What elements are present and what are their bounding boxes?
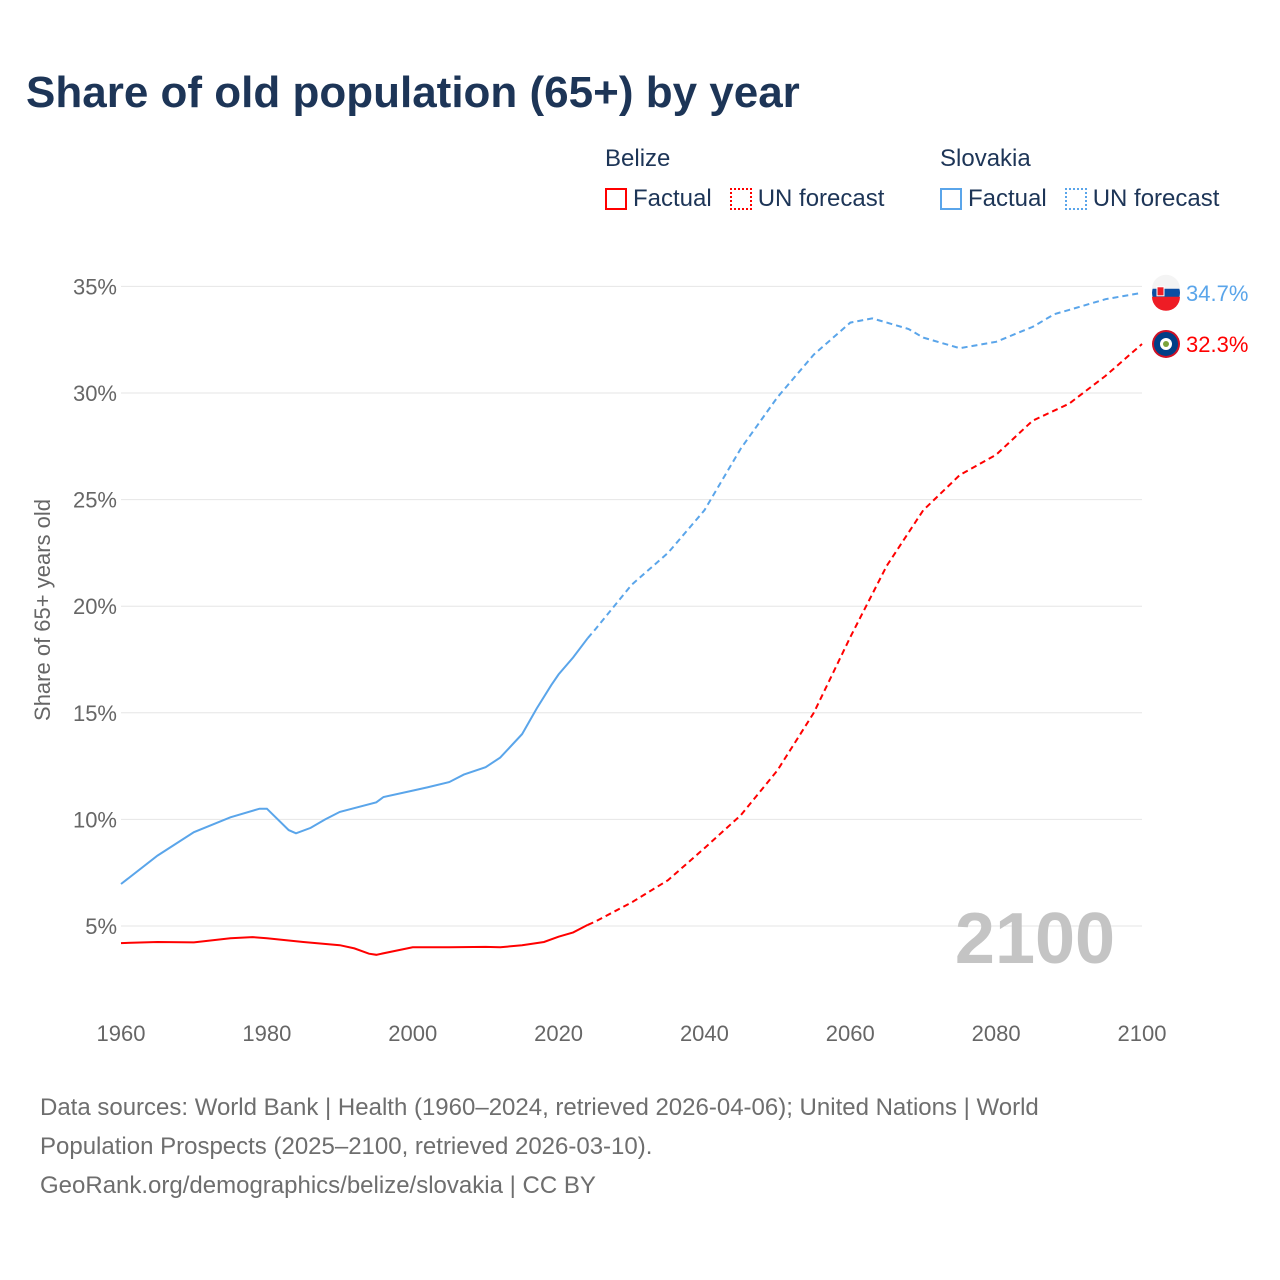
footer-sources-line1: Data sources: World Bank | Health (1960–…	[40, 1094, 1039, 1121]
flag-shield	[1156, 286, 1165, 297]
x-tick-label: 2080	[972, 1021, 1021, 1046]
legend-item-belize-factual[interactable]: Factual	[605, 185, 712, 213]
legend-country-name: Slovakia	[940, 145, 1031, 172]
legend-swatch	[729, 188, 752, 210]
legend-country-name: Belize	[605, 145, 671, 172]
legend-label: Factual	[633, 185, 712, 212]
belize-flag-icon	[1152, 329, 1180, 358]
belize-end-value: 32.3%	[1186, 332, 1248, 357]
slovakia-end-value: 34.7%	[1186, 281, 1248, 306]
legend-swatch	[940, 188, 962, 210]
belize-factual-line	[120, 924, 589, 956]
legend-item-slovakia-factual[interactable]: Factual	[940, 185, 1047, 213]
y-tick-label: 10%	[73, 807, 117, 832]
flag-emblem-center	[1163, 340, 1169, 347]
footer-sources-line2: Population Prospects (2025–2100, retriev…	[40, 1133, 653, 1160]
y-axis-label: Share of 65+ years old	[30, 499, 55, 721]
legend-label: UN forecast	[1092, 185, 1220, 212]
slovakia-forecast-line	[586, 291, 1143, 639]
legend-label: UN forecast	[757, 185, 885, 212]
legend-swatch	[1064, 188, 1087, 210]
x-tick-label: 2060	[826, 1021, 875, 1046]
footer: Data sources: World Bank | Health (1960–…	[40, 1088, 1200, 1205]
x-tick-label: 2040	[680, 1021, 729, 1046]
x-tick-label: 2020	[534, 1021, 583, 1046]
year-watermark: 2100	[955, 899, 1115, 979]
y-tick-label: 5%	[85, 914, 117, 939]
slovakia-flag-icon	[1152, 274, 1181, 311]
slovakia-factual-line	[120, 637, 589, 885]
y-tick-label: 25%	[73, 488, 117, 513]
x-tick-label: 2100	[1118, 1021, 1167, 1046]
legend-belize: Belize Factual UN forecast	[605, 145, 884, 213]
x-tick-label: 1960	[97, 1021, 146, 1046]
x-tick-label: 1980	[242, 1021, 291, 1046]
footer-url[interactable]: GeoRank.org/demographics/belize/slovakia…	[40, 1172, 596, 1199]
x-tick-label: 2000	[388, 1021, 437, 1046]
legend-slovakia: Slovakia Factual UN forecast	[940, 145, 1219, 213]
flag-red	[1152, 296, 1181, 311]
y-tick-label: 35%	[73, 274, 117, 299]
legend-swatch	[605, 188, 627, 210]
y-tick-label: 15%	[73, 701, 117, 726]
legend-item-belize-forecast[interactable]: UN forecast	[729, 185, 885, 213]
y-tick-label: 30%	[73, 381, 117, 406]
y-tick-label: 20%	[73, 594, 117, 619]
legend-label: Factual	[968, 185, 1047, 212]
legend-item-slovakia-forecast[interactable]: UN forecast	[1064, 185, 1220, 213]
belize-forecast-line	[587, 343, 1143, 926]
chart-title: Share of old population (65+) by year	[26, 68, 800, 117]
flag-white	[1152, 274, 1181, 289]
